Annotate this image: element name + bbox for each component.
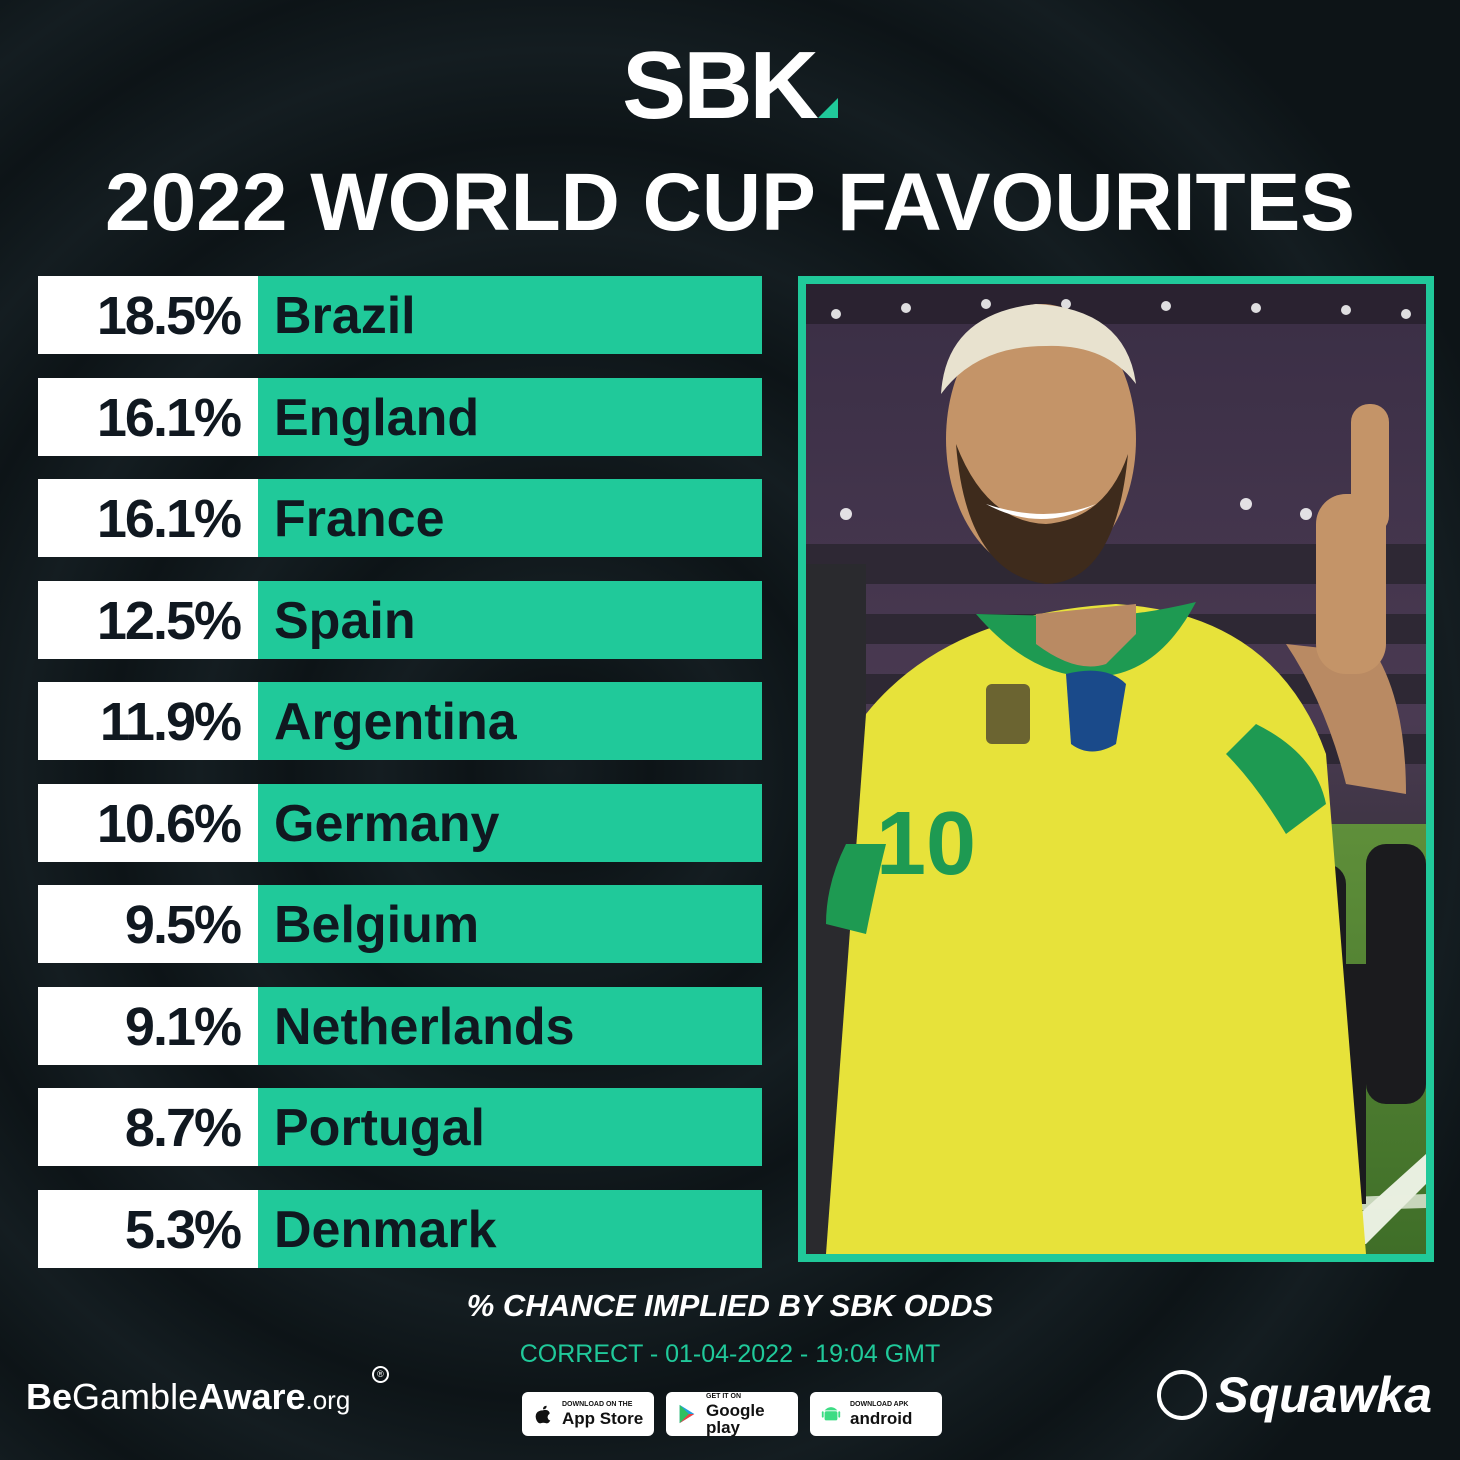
percentage-label: 9.5% [38, 885, 258, 963]
badge-big-text: App Store [562, 1409, 644, 1428]
table-row: 12.5% Spain [38, 581, 762, 659]
sbk-logo: SBK [0, 36, 1460, 136]
team-name: Netherlands [258, 987, 762, 1065]
table-row: 16.1% England [38, 378, 762, 456]
team-name: Germany [258, 784, 762, 862]
table-row: 9.5% Belgium [38, 885, 762, 963]
badge-big-text: android [850, 1409, 913, 1428]
svg-text:10: 10 [876, 794, 976, 894]
table-row: 11.9% Argentina [38, 682, 762, 760]
page-title: 2022 WORLD CUP FAVOURITES [105, 157, 1355, 248]
badge-small-text: DOWNLOAD ON THE [562, 1401, 633, 1408]
android-badge[interactable]: DOWNLOAD APK android [810, 1392, 942, 1436]
logo-text: SBK [622, 32, 819, 139]
percentage-label: 5.3% [38, 1190, 258, 1268]
team-name: France [258, 479, 762, 557]
table-row: 10.6% Germany [38, 784, 762, 862]
gamble-gamble: Gamble [72, 1376, 199, 1417]
google-play-icon [679, 1404, 695, 1424]
player-photo-illustration: 10 [806, 284, 1426, 1254]
android-icon [821, 1407, 841, 1421]
table-row: 18.5% Brazil [38, 276, 762, 354]
table-row: 9.1% Netherlands [38, 987, 762, 1065]
team-name: England [258, 378, 762, 456]
team-name: Denmark [258, 1190, 762, 1268]
subtitle: % CHANCE IMPLIED BY SBK ODDS [466, 1288, 994, 1323]
google-play-badge[interactable]: GET IT ON Google play [666, 1392, 798, 1436]
team-name: Belgium [258, 885, 762, 963]
table-row: 5.3% Denmark [38, 1190, 762, 1268]
percentage-label: 16.1% [38, 479, 258, 557]
squawka-logo[interactable]: Squawka [1157, 1366, 1432, 1424]
badge-big-text: Google play [706, 1400, 765, 1437]
percentage-label: 16.1% [38, 378, 258, 456]
gamble-aware: Aware [198, 1376, 306, 1417]
table-row: 8.7% Portugal [38, 1088, 762, 1166]
percentage-label: 12.5% [38, 581, 258, 659]
percentage-label: 18.5% [38, 276, 258, 354]
app-badges: DOWNLOAD ON THE App Store GET IT ON Goog… [522, 1392, 942, 1436]
gamble-be: Be [26, 1376, 73, 1417]
team-name: Spain [258, 581, 762, 659]
player-photo: 10 [798, 276, 1434, 1262]
badge-small-text: DOWNLOAD APK [850, 1401, 909, 1408]
correct-note: CORRECT - 01-04-2022 - 19:04 GMT [519, 1340, 941, 1368]
percentage-label: 11.9% [38, 682, 258, 760]
percentage-label: 10.6% [38, 784, 258, 862]
gamble-org: .org [305, 1385, 351, 1415]
team-name: Argentina [258, 682, 762, 760]
squawka-icon [1157, 1370, 1208, 1420]
percentage-label: 8.7% [38, 1088, 258, 1166]
registered-icon: ® [372, 1366, 389, 1383]
team-name: Brazil [258, 276, 762, 354]
begambleaware-logo[interactable]: BeGambleAware.org ® [26, 1366, 389, 1418]
squawka-text: Squawka [1215, 1367, 1432, 1423]
percentage-label: 9.1% [38, 987, 258, 1065]
app-store-badge[interactable]: DOWNLOAD ON THE App Store [522, 1392, 654, 1436]
table-row: 16.1% France [38, 479, 762, 557]
team-name: Portugal [258, 1088, 762, 1166]
logo-accent-mark [817, 98, 838, 118]
apple-icon [535, 1405, 551, 1424]
badge-small-text: GET IT ON [706, 1392, 741, 1400]
